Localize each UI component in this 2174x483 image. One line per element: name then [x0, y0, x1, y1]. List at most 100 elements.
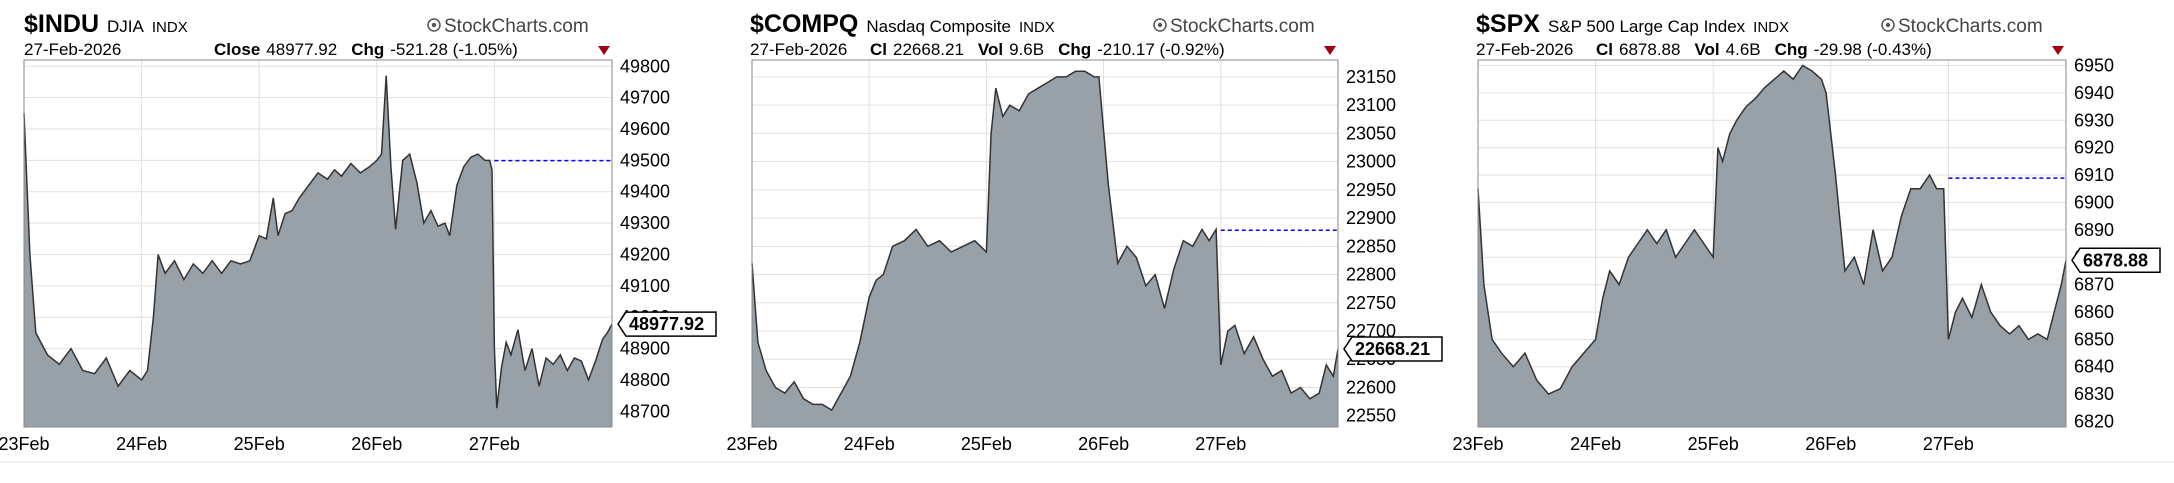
y-tick-label: 6900: [2074, 192, 2114, 212]
y-tick-label: 22950: [1346, 180, 1396, 200]
y-tick-label: 22750: [1346, 293, 1396, 313]
chart-spx: $SPX S&P 500 Large Cap Index INDX StockChar…: [1452, 10, 2161, 454]
down-arrow-icon: [2052, 46, 2064, 55]
y-tick-label: 49300: [620, 213, 670, 233]
y-tick-label: 22900: [1346, 208, 1396, 228]
metric-label: Vol: [978, 40, 1003, 59]
y-tick-label: 23000: [1346, 152, 1396, 172]
y-tick-label: 48800: [620, 370, 670, 390]
x-tick-label: 25Feb: [1688, 434, 1739, 454]
metric-label: Chg: [351, 40, 384, 59]
copyright-icon: [427, 18, 441, 32]
y-tick-label: 49700: [620, 88, 670, 108]
y-tick-label: 6920: [2074, 138, 2114, 158]
x-tick-label: 24Feb: [844, 434, 895, 454]
plot-frame: [23, 59, 613, 428]
y-tick-label: 6860: [2074, 302, 2114, 322]
plot-frame: [1477, 59, 2067, 428]
brand-label: StockCharts.com: [444, 16, 589, 37]
y-tick-label: 48700: [620, 401, 670, 421]
last-value-label: 6878.88: [2083, 250, 2148, 270]
metric-label: Chg: [1058, 40, 1091, 59]
exchange: INDX: [1753, 19, 1789, 36]
date: 27-Feb-2026: [1476, 40, 1573, 59]
y-tick-label: 22800: [1346, 265, 1396, 285]
y-tick-label: 49100: [620, 276, 670, 296]
last-value-label: 48977.92: [629, 314, 704, 334]
y-tick-label: 6830: [2074, 384, 2114, 404]
exchange: INDX: [1019, 19, 1055, 36]
x-tick-label: 23Feb: [0, 434, 50, 454]
y-tick-label: 49800: [620, 56, 670, 76]
y-tick-label: 22550: [1346, 406, 1396, 426]
x-tick-label: 24Feb: [116, 434, 167, 454]
symbol: $SPX: [1476, 10, 1540, 38]
chart-header: $INDU DJIA INDX: [24, 10, 188, 38]
exchange: INDX: [152, 19, 188, 36]
down-arrow-icon: [1324, 46, 1336, 55]
x-tick-label: 25Feb: [234, 434, 285, 454]
x-tick-label: 27Feb: [469, 434, 520, 454]
date: 27-Feb-2026: [24, 40, 121, 59]
x-tick-label: 27Feb: [1923, 434, 1974, 454]
chart-subheader: 27-Feb-2026: [1476, 40, 1573, 59]
last-value-box: [617, 311, 717, 337]
chart-indu: $INDU DJIA INDX StockCharts.com 27-Feb-2026 C…: [0, 10, 717, 454]
symbol: $INDU: [24, 10, 99, 38]
y-tick-label: 48900: [620, 339, 670, 359]
chart-compq: $COMPQ Nasdaq Composite INDX StockCharts.co…: [726, 10, 1443, 454]
metric-value: 4.6B: [1726, 40, 1761, 59]
chart-subheader: 27-Feb-2026: [24, 40, 121, 59]
x-tick-label: 26Feb: [1078, 434, 1129, 454]
last-value-box: [2071, 247, 2161, 274]
y-tick-label: 6950: [2074, 55, 2114, 75]
metric-label: Vol: [1694, 40, 1719, 59]
y-tick-label: 23050: [1346, 123, 1396, 143]
y-tick-label: 49600: [620, 119, 670, 139]
y-tick-label: 22600: [1346, 377, 1396, 397]
chart-subheader: 27-Feb-2026: [750, 40, 847, 59]
x-tick-label: 24Feb: [1570, 434, 1621, 454]
y-tick-label: 49200: [620, 244, 670, 264]
metric-label: Cl: [1596, 40, 1613, 59]
y-tick-label: 6890: [2074, 220, 2114, 240]
x-tick-label: 25Feb: [961, 434, 1012, 454]
price-area: [24, 75, 612, 427]
metric-value: 48977.92: [266, 40, 337, 59]
y-tick-label: 49500: [620, 150, 670, 170]
plot-frame: [751, 59, 1339, 428]
index-name: DJIA: [107, 17, 145, 36]
chart-header: $COMPQ Nasdaq Composite INDX: [750, 10, 1055, 38]
metric-value: -210.17 (-0.92%): [1097, 40, 1225, 59]
y-tick-label: 6910: [2074, 165, 2114, 185]
last-value-label: 22668.21: [1355, 339, 1430, 359]
index-name: Nasdaq Composite: [866, 17, 1011, 36]
index-name: S&P 500 Large Cap Index: [1548, 17, 1746, 36]
y-tick-label: 23100: [1346, 95, 1396, 115]
brand-label: StockCharts.com: [1898, 16, 2043, 37]
price-line: [751, 70, 1339, 412]
last-value-box: [1343, 336, 1443, 362]
down-arrow-icon: [598, 46, 610, 55]
y-tick-label: 22700: [1346, 321, 1396, 341]
x-tick-label: 26Feb: [1805, 434, 1856, 454]
copyright-icon: [1153, 18, 1167, 32]
price-line: [1477, 64, 2067, 396]
copyright-icon-dot: [1885, 22, 1891, 28]
price-area: [1478, 65, 2066, 427]
price-area: [752, 71, 1338, 428]
date: 27-Feb-2026: [750, 40, 847, 59]
metric-value: 6878.88: [1619, 40, 1680, 59]
x-tick-label: 27Feb: [1195, 434, 1246, 454]
metric-label: Cl: [870, 40, 887, 59]
y-tick-label: 6840: [2074, 357, 2114, 377]
metric-value: 9.6B: [1009, 40, 1044, 59]
metric-label: Close: [214, 40, 260, 59]
metric-label: Chg: [1775, 40, 1808, 59]
brand-label: StockCharts.com: [1170, 16, 1315, 37]
y-tick-label: 49400: [620, 182, 670, 202]
y-tick-label: 6850: [2074, 329, 2114, 349]
metric-value: 22668.21: [893, 40, 964, 59]
metrics: Cl 22668.21 Vol 9.6B Chg -210.17 (-0.92%): [870, 40, 1225, 59]
